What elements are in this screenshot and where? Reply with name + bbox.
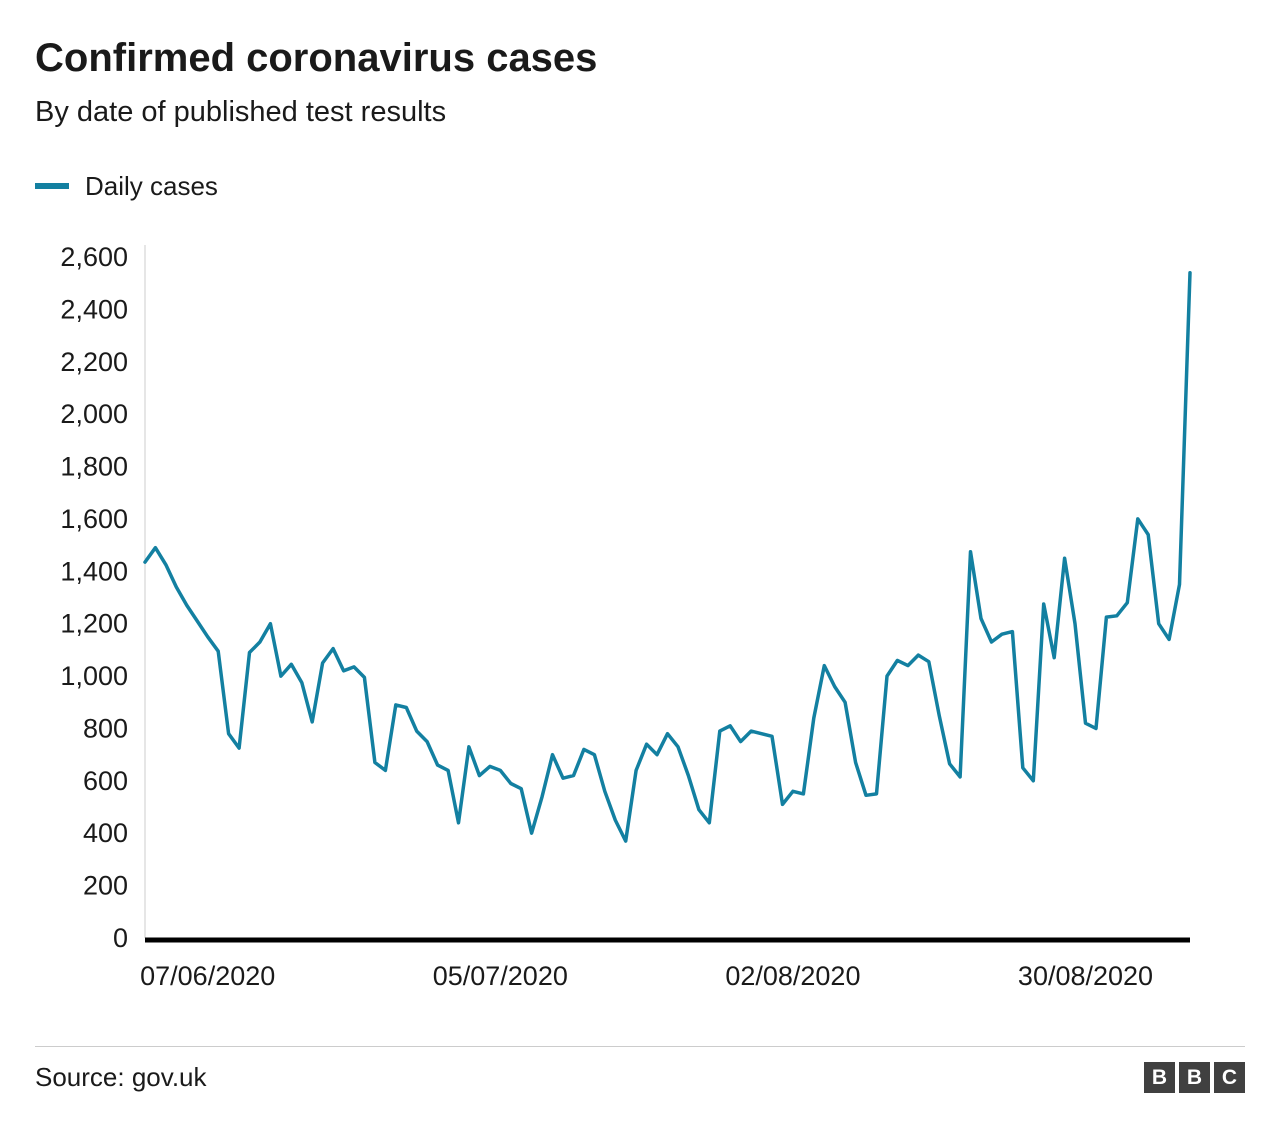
y-axis-tick-label: 1,800 xyxy=(60,452,128,482)
y-axis-tick-label: 2,000 xyxy=(60,399,128,429)
y-axis-tick-label: 1,400 xyxy=(60,556,128,586)
footer-divider xyxy=(35,1046,1245,1047)
legend: Daily cases xyxy=(35,170,218,202)
y-axis-tick-label: 600 xyxy=(83,766,128,796)
source-attribution: Source: gov.uk xyxy=(35,1062,207,1092)
legend-label: Daily cases xyxy=(85,170,218,201)
bbc-logo-block-b2: B xyxy=(1179,1062,1210,1093)
y-axis-tick-label: 2,600 xyxy=(60,242,128,272)
legend-line-swatch xyxy=(35,183,69,189)
bbc-logo-block-b1: B xyxy=(1144,1062,1175,1093)
y-axis-tick-label: 1,600 xyxy=(60,504,128,534)
y-axis-tick-label: 1,000 xyxy=(60,661,128,691)
y-axis-tick-label: 400 xyxy=(83,818,128,848)
bbc-logo: B B C xyxy=(1144,1062,1245,1093)
line-chart: 0 200 400 600 800 1,000 1,200 1,400 1,600 1,800 2,… xyxy=(60,242,1192,991)
x-axis-tick-label: 07/06/2020 xyxy=(140,961,275,991)
x-axis-tick-label: 05/07/2020 xyxy=(433,961,568,991)
daily-cases-line xyxy=(143,270,1192,843)
x-axis-tick-label: 02/08/2020 xyxy=(725,961,860,991)
y-axis-tick-label: 2,400 xyxy=(60,294,128,324)
y-axis-tick-label: 800 xyxy=(83,713,128,743)
page-title: Confirmed coronavirus cases xyxy=(35,36,598,80)
y-axis-tick-label: 2,200 xyxy=(60,347,128,377)
y-axis-tick-label: 200 xyxy=(83,871,128,901)
y-axis-tick-label: 1,200 xyxy=(60,609,128,639)
bbc-logo-block-c: C xyxy=(1214,1062,1245,1093)
x-axis-tick-label: 30/08/2020 xyxy=(1018,961,1153,991)
y-axis-tick-label: 0 xyxy=(113,923,128,953)
page-subtitle: By date of published test results xyxy=(35,96,447,128)
